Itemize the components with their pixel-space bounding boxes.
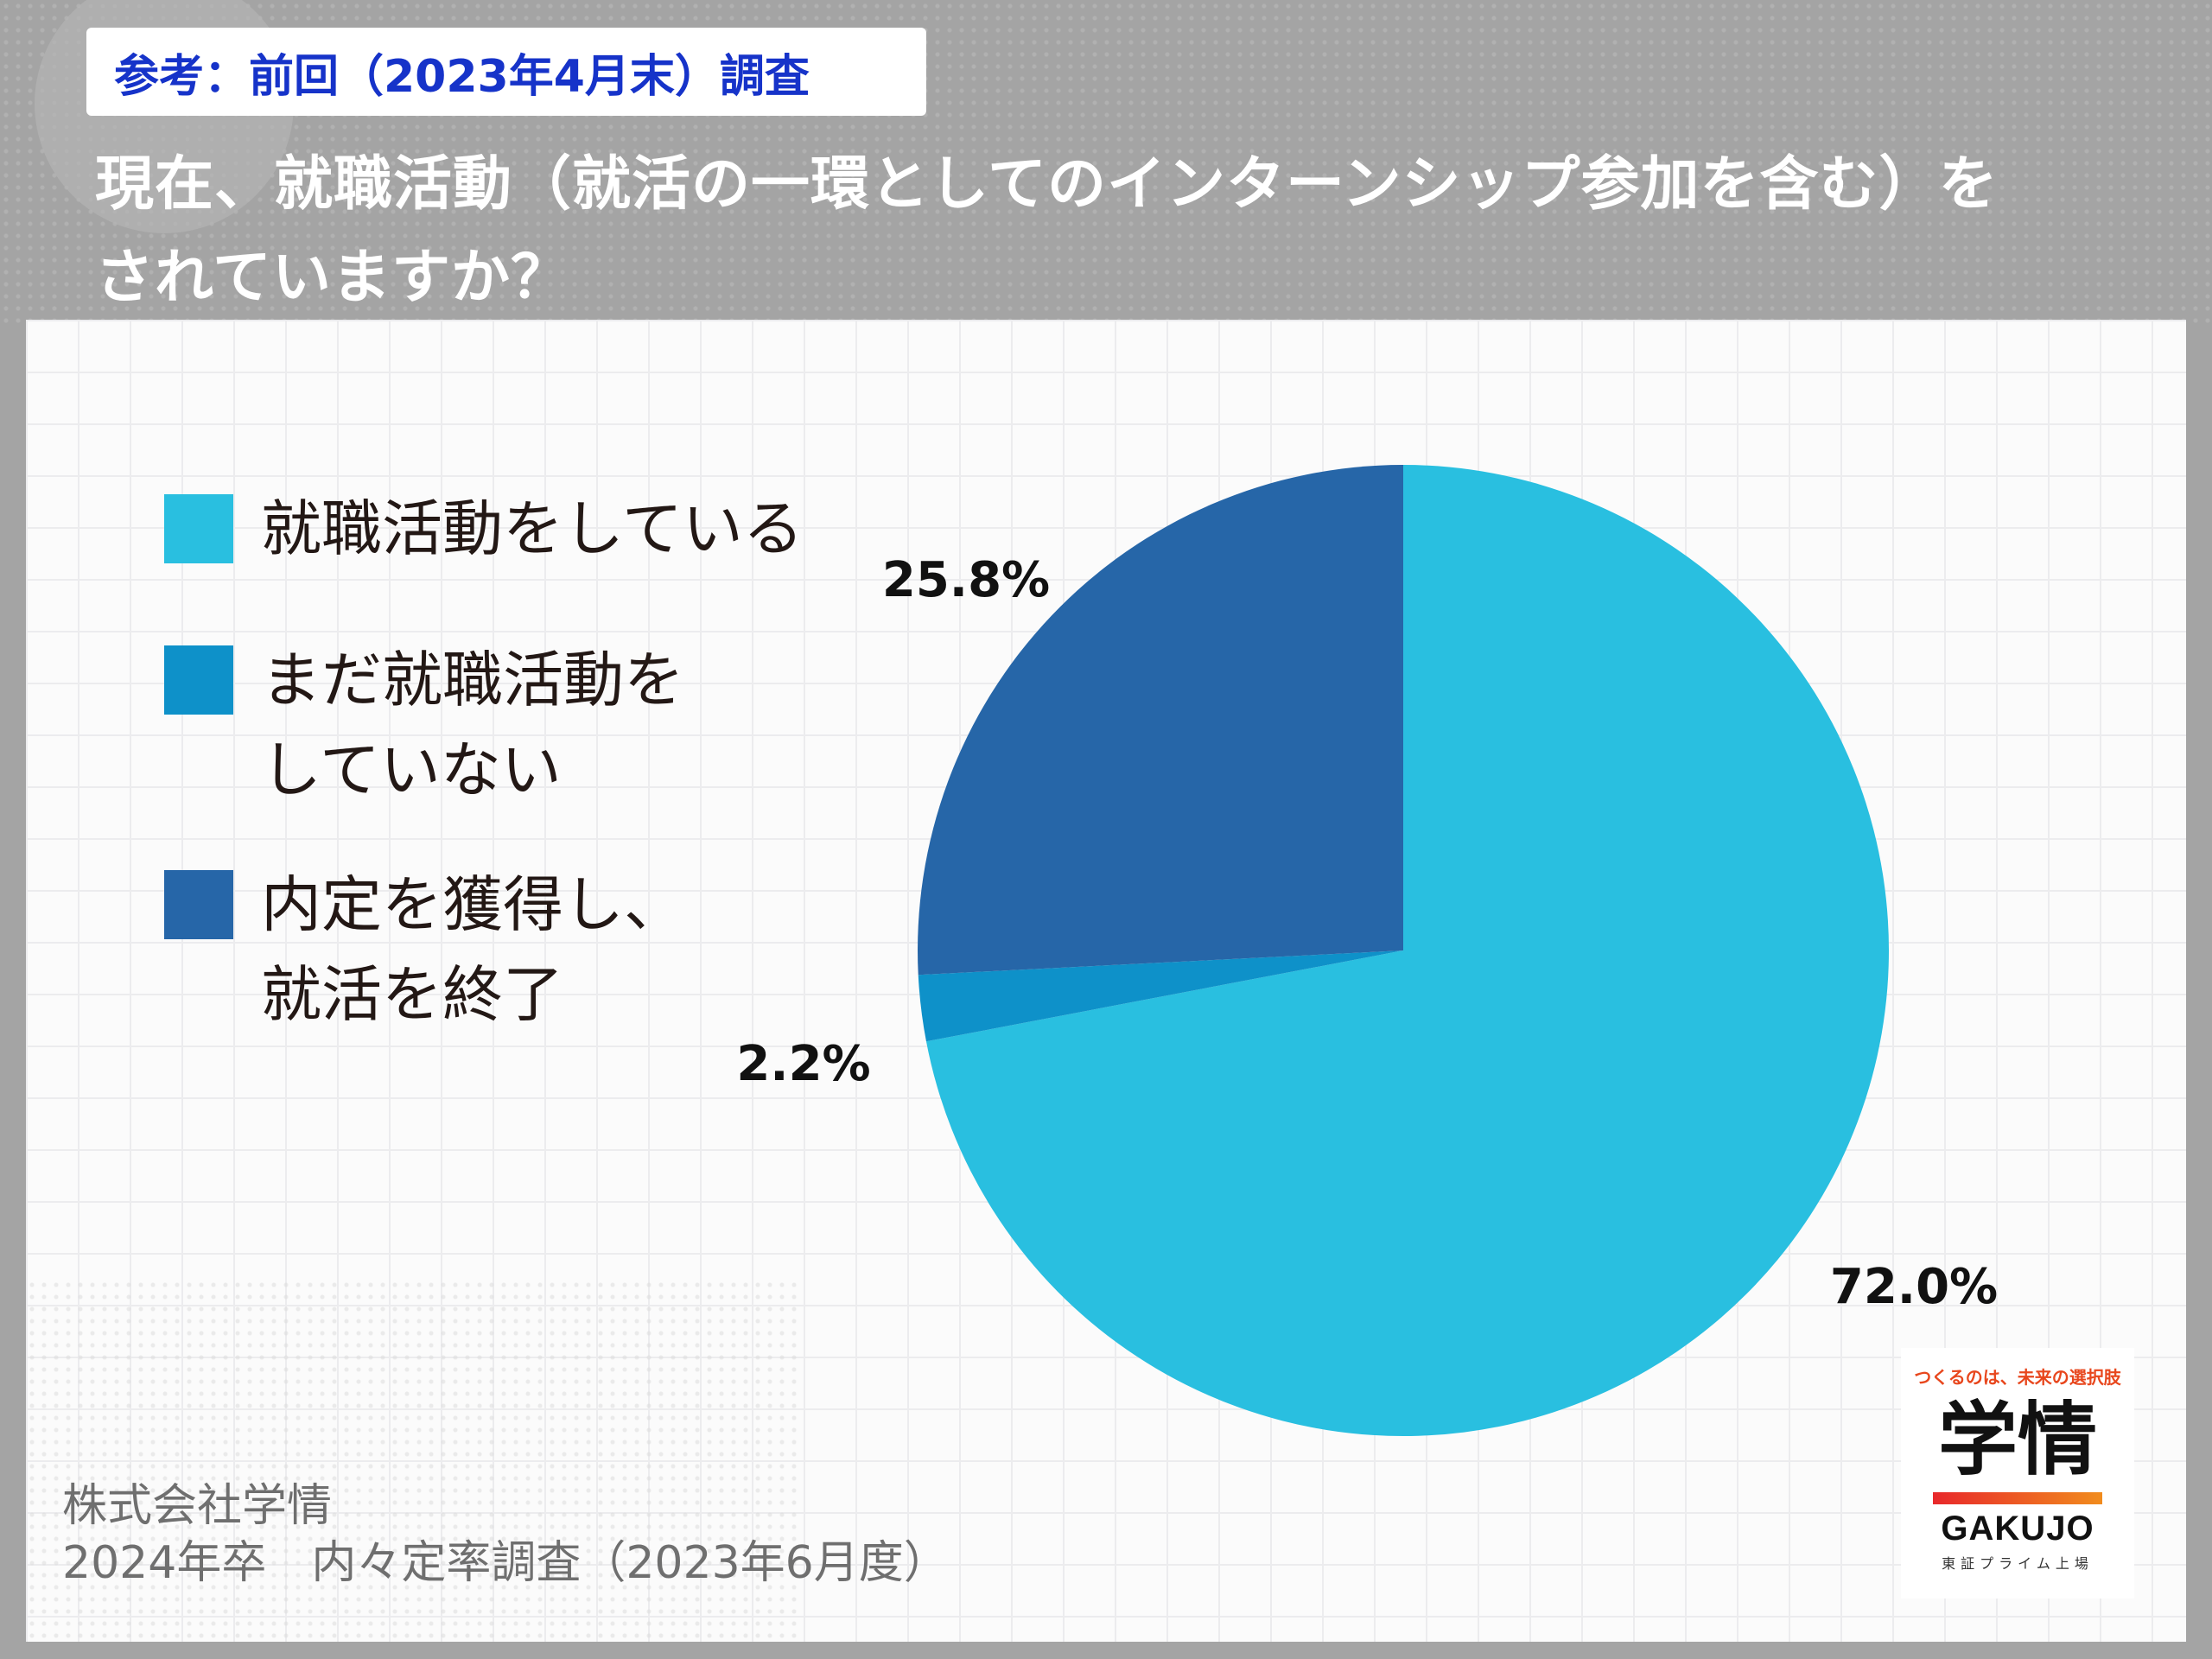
- legend-label-line: 就職活動をしている: [261, 493, 804, 564]
- reference-tag: 参考：前回（2023年4月末）調査: [86, 28, 926, 116]
- legend-label-line: 就活を終了: [261, 959, 563, 1030]
- legend-swatch: [164, 870, 233, 939]
- legend-label-line: 内定を獲得し、: [261, 869, 684, 940]
- legend-item: 就職活動をしている: [164, 484, 804, 574]
- logo-tagline: つくるのは、未来の選択肢: [1914, 1367, 2121, 1388]
- pie-data-label: 25.8%: [882, 552, 1050, 608]
- logo-latin-name: GAKUJO: [1941, 1510, 2094, 1548]
- source-footer: 株式会社学情 2024年卒 内々定率調査（2023年6月度）: [62, 1478, 949, 1592]
- pie-slice: [918, 950, 1403, 1042]
- legend-label: 就職活動をしている: [261, 484, 804, 574]
- pie-slice: [918, 465, 1403, 976]
- logo-subtext: 東証プライム上場: [1942, 1555, 2094, 1572]
- source-company: 株式会社学情: [62, 1480, 333, 1532]
- question-title: 現在、就職活動（就活の一環としてのインターンシップ参加を含む）を されていますか…: [95, 138, 2152, 325]
- legend-swatch: [164, 494, 233, 563]
- source-survey: 2024年卒 内々定率調査（2023年6月度）: [62, 1537, 949, 1589]
- legend-item: まだ就職活動を していない: [164, 635, 684, 815]
- logo-gradient-bar: [1933, 1492, 2102, 1504]
- pie-data-label: 72.0%: [1830, 1259, 1998, 1315]
- legend-swatch: [164, 645, 233, 715]
- legend-label: 内定を獲得し、 就活を終了: [261, 860, 684, 1039]
- pie-data-label: 2.2%: [736, 1036, 870, 1092]
- panel-dot-pattern: [26, 1279, 804, 1642]
- pie-slice: [925, 465, 1889, 1436]
- logo-name: 学情: [1937, 1394, 2097, 1486]
- question-title-line2: されていますか？: [95, 244, 570, 312]
- question-title-line1: 現在、就職活動（就活の一環としてのインターンシップ参加を含む）を: [95, 150, 1999, 219]
- gakujo-logo: つくるのは、未来の選択肢 学情 GAKUJO 東証プライム上場: [1901, 1348, 2134, 1599]
- legend-label-line: していない: [261, 734, 562, 805]
- legend-label: まだ就職活動を していない: [261, 635, 684, 815]
- legend-item: 内定を獲得し、 就活を終了: [164, 860, 684, 1039]
- legend-label-line: まだ就職活動を: [261, 645, 684, 715]
